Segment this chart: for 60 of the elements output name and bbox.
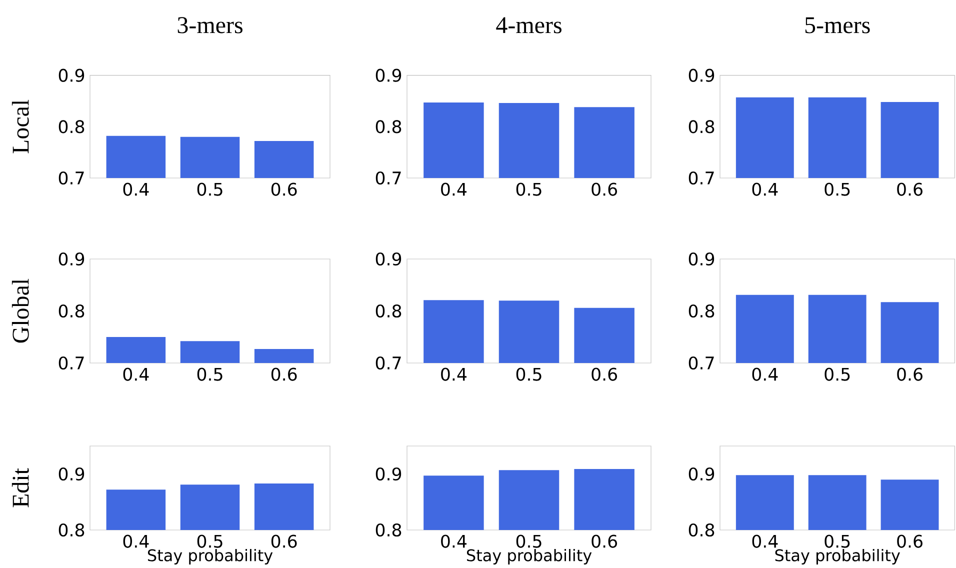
x-tick-label: 0.4	[123, 368, 149, 381]
y-tick-label: 0.8	[688, 523, 714, 537]
x-tick-label: 0.6	[271, 182, 297, 196]
y-tick-label: 0.7	[688, 171, 714, 185]
y-tick-label: 0.8	[688, 304, 714, 318]
x-axis-title: Stay probability	[775, 548, 900, 564]
x-tick-label: 0.4	[441, 368, 467, 381]
y-tick-label: 0.8	[58, 120, 84, 134]
y-tick-label: 0.8	[58, 523, 84, 537]
x-tick-label: 0.6	[271, 534, 297, 548]
x-tick-label: 0.5	[516, 534, 542, 548]
x-tick-label: 0.5	[197, 534, 222, 548]
x-tick-label: 0.4	[752, 182, 778, 196]
x-tick-label: 0.4	[752, 368, 778, 381]
y-tick-label: 0.8	[688, 120, 714, 134]
x-tick-label: 0.5	[824, 534, 850, 548]
y-axis-title: Local	[12, 100, 29, 154]
x-tick-label: 0.5	[516, 368, 542, 381]
y-tick-label: 0.9	[376, 68, 402, 82]
x-tick-label: 0.6	[592, 368, 618, 381]
x-tick-label: 0.6	[592, 534, 618, 548]
y-tick-label: 0.9	[688, 252, 714, 266]
chart-title: 4-mers	[496, 17, 562, 34]
x-tick-label: 0.4	[752, 534, 778, 548]
y-tick-label: 0.8	[58, 304, 84, 318]
chart-title: 3-mers	[178, 17, 242, 34]
y-tick-label: 0.9	[58, 68, 84, 82]
x-tick-label: 0.4	[123, 182, 149, 196]
x-tick-label: 0.6	[897, 534, 922, 548]
x-tick-label: 0.6	[271, 368, 297, 381]
y-tick-label: 0.7	[688, 356, 714, 370]
x-tick-label: 0.5	[824, 368, 850, 381]
y-tick-label: 0.7	[58, 356, 84, 370]
y-tick-label: 0.9	[688, 68, 714, 82]
y-tick-label: 0.8	[376, 304, 402, 318]
x-tick-label: 0.5	[516, 182, 542, 196]
y-axis-title: Global	[12, 278, 29, 343]
x-tick-label: 0.6	[897, 368, 922, 381]
x-axis-title: Stay probability	[466, 548, 592, 564]
y-tick-label: 0.9	[376, 252, 402, 266]
x-tick-label: 0.5	[824, 182, 850, 196]
x-axis-title: Stay probability	[148, 548, 273, 564]
x-tick-label: 0.5	[197, 182, 222, 196]
y-tick-label: 0.9	[58, 252, 84, 266]
y-tick-label: 0.7	[58, 171, 84, 185]
x-tick-label: 0.4	[123, 534, 149, 548]
y-axis-title: Edit	[12, 468, 29, 508]
y-tick-label: 0.8	[376, 523, 402, 537]
y-tick-label: 0.8	[376, 120, 402, 134]
x-tick-label: 0.6	[592, 182, 618, 196]
x-tick-label: 0.4	[441, 182, 467, 196]
x-tick-label: 0.6	[897, 182, 922, 196]
y-tick-label: 0.7	[376, 356, 401, 370]
chart-title: 5-mers	[805, 17, 870, 34]
y-tick-label: 0.9	[376, 467, 402, 481]
y-tick-label: 0.9	[688, 467, 714, 481]
y-tick-label: 0.9	[58, 467, 84, 481]
x-tick-label: 0.4	[441, 534, 467, 548]
x-tick-label: 0.5	[197, 368, 222, 381]
y-tick-label: 0.7	[376, 171, 401, 185]
